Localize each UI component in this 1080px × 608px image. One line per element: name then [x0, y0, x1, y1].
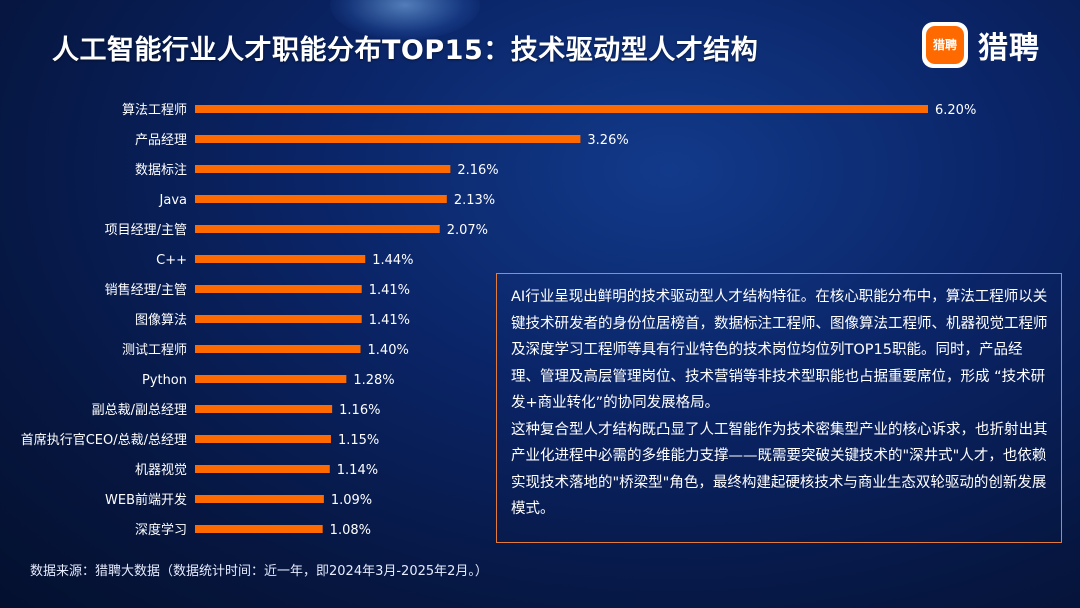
- value-label: 6.20%: [935, 103, 976, 118]
- bar: [195, 375, 347, 383]
- category-label: 图像算法: [135, 313, 187, 328]
- bar: [195, 165, 451, 173]
- category-label: 深度学习: [135, 522, 187, 538]
- category-label: 项目经理/主管: [105, 223, 187, 238]
- page-title: 人工智能行业人才职能分布TOP15：技术驱动型人才结构: [52, 35, 759, 66]
- value-label: 1.08%: [330, 523, 371, 538]
- bar: [195, 315, 362, 323]
- category-label: 测试工程师: [122, 343, 187, 358]
- brand-logo-text: 猎聘: [926, 26, 964, 64]
- bar: [195, 465, 330, 473]
- bar: [195, 225, 440, 233]
- bar: [195, 135, 581, 143]
- value-label: 2.16%: [457, 163, 498, 178]
- value-label: 2.13%: [454, 193, 495, 208]
- category-label: Python: [142, 373, 187, 388]
- brand: 猎聘 猎聘: [922, 22, 1040, 68]
- value-label: 1.40%: [368, 343, 409, 358]
- category-label: C++: [156, 253, 187, 268]
- bar: [195, 525, 323, 533]
- bar: [195, 255, 366, 263]
- bar: [195, 345, 361, 353]
- bar: [195, 195, 447, 203]
- value-label: 1.41%: [369, 313, 410, 328]
- category-label: 副总裁/副总经理: [92, 402, 187, 418]
- value-label: 1.14%: [337, 463, 378, 478]
- value-label: 3.26%: [587, 133, 628, 148]
- data-source-note: 数据来源：猎聘大数据（数据统计时间：近一年，即2024年3月-2025年2月。）: [30, 564, 488, 579]
- bar: [195, 105, 928, 113]
- value-label: 1.28%: [353, 373, 394, 388]
- category-label: 首席执行官CEO/总裁/总经理: [21, 432, 187, 448]
- bar: [195, 435, 331, 443]
- category-label: 算法工程师: [122, 103, 187, 118]
- description-box: AI行业呈现出鲜明的技术驱动型人才结构特征。在核心职能分布中，算法工程师以关键技…: [496, 273, 1062, 543]
- value-label: 1.16%: [339, 403, 380, 418]
- bar: [195, 405, 333, 413]
- bar-chart: 算法工程师 6.20% 产品经理 3.26% 数据标注 2.16% Java 2.13% 项目经…: [21, 103, 976, 538]
- value-label: 1.15%: [338, 433, 379, 448]
- liepin-logo-icon: 猎聘: [922, 22, 968, 68]
- description-paragraph-1: AI行业呈现出鲜明的技术驱动型人才结构特征。在核心职能分布中，算法工程师以关键技…: [511, 289, 1048, 411]
- value-label: 1.09%: [331, 493, 372, 508]
- brand-name: 猎聘: [978, 31, 1040, 66]
- value-label: 1.44%: [372, 253, 413, 268]
- category-label: 销售经理/主管: [105, 282, 187, 298]
- bar: [195, 495, 324, 503]
- category-label: Java: [159, 193, 187, 208]
- category-label: WEB前端开发: [105, 492, 187, 508]
- category-label: 数据标注: [135, 163, 187, 178]
- category-label: 机器视觉: [135, 463, 187, 478]
- value-label: 2.07%: [447, 223, 488, 238]
- description-paragraph-2: 这种复合型人才结构既凸显了人工智能作为技术密集型产业的核心诉求，也折射出其产业化…: [511, 421, 1048, 518]
- bar: [195, 285, 362, 293]
- category-label: 产品经理: [135, 133, 187, 148]
- value-label: 1.41%: [369, 283, 410, 298]
